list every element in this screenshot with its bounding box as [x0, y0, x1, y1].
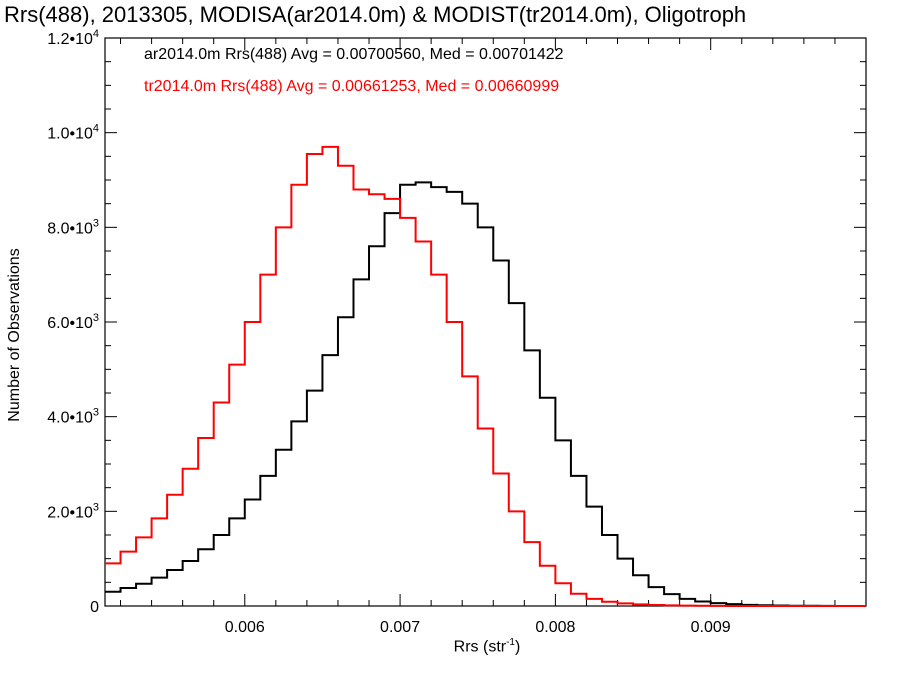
series-line-0 [105, 181, 866, 607]
chart-title: Rrs(488), 2013305, MODISA(ar2014.0m) & M… [4, 2, 747, 27]
x-axis-label-sup: -1 [506, 637, 515, 648]
x-tick-label: 0.009 [691, 619, 731, 636]
x-tick-label: 0.006 [225, 619, 265, 636]
y-tick-label: 1.0•104 [47, 123, 99, 143]
x-tick-label: 0.008 [535, 619, 575, 636]
y-tick-label: 1.2•104 [47, 28, 99, 48]
y-tick-label: 6.0•103 [47, 312, 99, 332]
x-axis-label-tail: ) [515, 638, 521, 656]
y-tick-label: 4.0•103 [47, 407, 99, 427]
y-tick-label: 8.0•103 [47, 217, 99, 237]
legend-entry-tr2014: tr2014.0m Rrs(488) Avg = 0.00661253, Med… [144, 78, 560, 95]
x-axis-label-main: Rrs (str [453, 638, 507, 656]
legend-entry-ar2014: ar2014.0m Rrs(488) Avg = 0.00700560, Med… [144, 46, 564, 63]
axes-layer: 0.006 0.007 0.008 0.009 0 2.0•103 4.0•103 6.0•1… [47, 28, 867, 636]
y-tick-label: 0 [90, 599, 99, 616]
series-layer [105, 145, 866, 607]
series-line-1 [105, 145, 866, 607]
y-axis-label: Number of Observations [6, 248, 23, 422]
y-tick-label: 2.0•103 [47, 501, 99, 521]
x-tick-label: 0.007 [380, 619, 420, 636]
plot-frame [104, 37, 867, 607]
x-axis-label: Rrs (str-1) [0, 637, 900, 656]
